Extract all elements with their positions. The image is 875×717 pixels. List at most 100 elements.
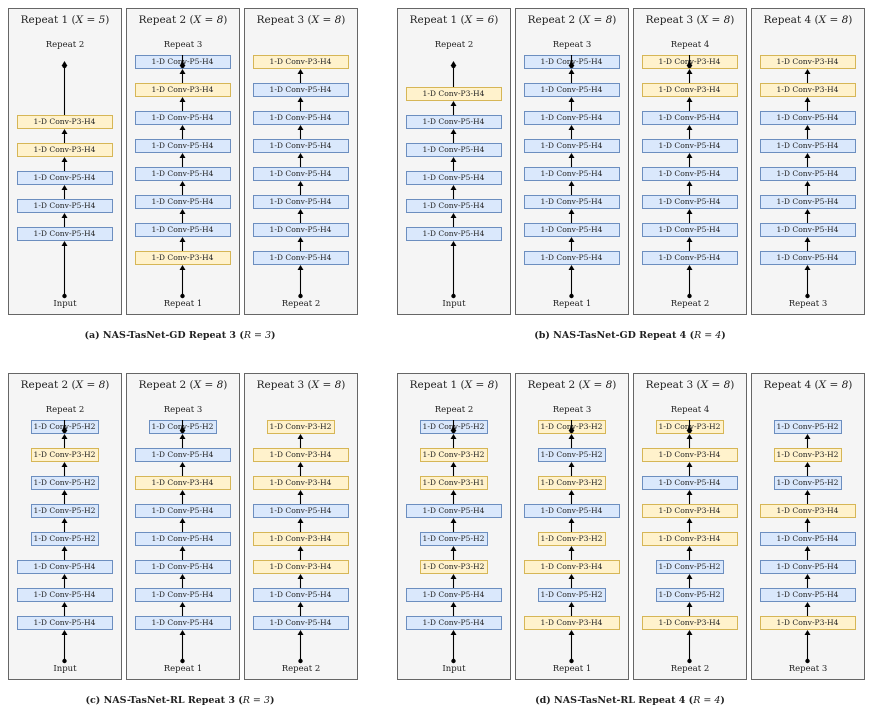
panel-title: Repeat 2 (X = 8) (527, 14, 617, 26)
conv-block: 1-D Conv-P3-H4 (641, 532, 738, 546)
conv-block: 1-D Conv-P3-H2 (419, 448, 488, 462)
output-label: Repeat 3 (163, 405, 203, 415)
link-arrow (804, 153, 811, 167)
conv-block: 1-D Conv-P5-H4 (16, 588, 113, 602)
link-arrow (686, 490, 693, 504)
conv-block: 1-D Conv-P3-H2 (773, 448, 842, 462)
link-arrow (568, 602, 575, 616)
link-arrow (179, 434, 186, 448)
connector-arrows (61, 420, 68, 664)
conv-block: 1-D Conv-P5-H4 (641, 476, 738, 490)
link-arrow (297, 97, 304, 111)
output-label: Repeat 3 (163, 40, 203, 50)
conv-block: 1-D Conv-P3-H4 (252, 476, 349, 490)
conv-block: 1-D Conv-P5-H2 (773, 420, 842, 434)
conv-block: 1-D Conv-P5-H4 (641, 251, 738, 265)
link-arrow (804, 602, 811, 616)
output-dot (451, 63, 456, 69)
link-arrow (297, 574, 304, 588)
output-label: Repeat 2 (45, 40, 85, 50)
link-arrow (179, 574, 186, 588)
link-arrow (179, 153, 186, 167)
input-label: Input (442, 299, 466, 309)
caption-d: (d) NAS-TasNet-RL Repeat 4 (R = 4) (535, 695, 725, 706)
link-arrow (179, 490, 186, 504)
conv-block: 1-D Conv-P5-H4 (134, 195, 231, 209)
output-dot (687, 428, 692, 434)
input-arrow (686, 630, 693, 661)
panel-a-1: Repeat 1 (X = 5) Repeat 2 Input 1-D Conv-P3… (8, 8, 122, 315)
conv-block: 1-D Conv-P5-H4 (759, 560, 856, 574)
input-label: Repeat 3 (788, 664, 828, 674)
link-arrow (179, 181, 186, 195)
link-arrow (179, 237, 186, 251)
link-arrow (686, 125, 693, 139)
caption-b: (b) NAS-TasNet-GD Repeat 4 (R = 4) (534, 330, 726, 341)
link-arrow (804, 181, 811, 195)
conv-block: 1-D Conv-P5-H4 (252, 251, 349, 265)
conv-block: 1-D Conv-P5-H4 (134, 167, 231, 181)
input-label: Repeat 2 (281, 299, 321, 309)
link-arrow (61, 546, 68, 560)
link-arrow (61, 213, 68, 227)
conv-block: 1-D Conv-P3-H2 (30, 448, 99, 462)
input-label: Repeat 1 (163, 299, 203, 309)
input-arrow (568, 630, 575, 661)
conv-block: 1-D Conv-P3-H4 (523, 560, 620, 574)
input-arrow (450, 630, 457, 661)
conv-block: 1-D Conv-P5-H4 (134, 139, 231, 153)
panel-title: Repeat 2 (X = 8) (20, 379, 110, 391)
conv-block: 1-D Conv-P5-H2 (30, 504, 99, 518)
link-arrow (450, 213, 457, 227)
input-arrow (804, 265, 811, 296)
panel-a-2: Repeat 2 (X = 8) Repeat 3 Repeat 1 1-D Conv… (126, 8, 240, 315)
output-dot (569, 428, 574, 434)
conv-block: 1-D Conv-P5-H4 (134, 588, 231, 602)
link-arrow (686, 574, 693, 588)
conv-block: 1-D Conv-P5-H4 (134, 111, 231, 125)
output-dot (569, 63, 574, 69)
link-arrow (686, 69, 693, 83)
input-label: Input (53, 299, 77, 309)
link-arrow (568, 574, 575, 588)
link-arrow (450, 185, 457, 199)
input-label: Repeat 1 (552, 664, 592, 674)
link-arrow (297, 602, 304, 616)
connector-arrows (450, 420, 457, 664)
link-arrow (297, 181, 304, 195)
link-arrow (686, 546, 693, 560)
conv-block: 1-D Conv-P5-H4 (252, 167, 349, 181)
conv-block: 1-D Conv-P3-H4 (252, 55, 349, 69)
link-arrow (297, 518, 304, 532)
panel-title: Repeat 4 (X = 8) (763, 379, 853, 391)
conv-block: 1-D Conv-P5-H4 (252, 504, 349, 518)
link-arrow (804, 69, 811, 83)
output-label: Repeat 4 (670, 405, 710, 415)
link-arrow (568, 181, 575, 195)
conv-block: 1-D Conv-P5-H4 (523, 251, 620, 265)
panel-c-1: Repeat 2 (X = 8) Repeat 2 Input 1-D Conv-P5… (8, 373, 122, 680)
conv-block: 1-D Conv-P5-H4 (405, 588, 502, 602)
panel-a-3: Repeat 3 (X = 8) Repeat 2 1-D Conv-P3-H4 1-… (244, 8, 358, 315)
output-label: Repeat 2 (434, 40, 474, 50)
conv-block: 1-D Conv-P5-H4 (759, 588, 856, 602)
conv-block: 1-D Conv-P5-H4 (405, 227, 502, 241)
conv-block: 1-D Conv-P3-H4 (641, 504, 738, 518)
conv-block: 1-D Conv-P3-H4 (405, 87, 502, 101)
connector-arrows (804, 69, 811, 299)
link-arrow (804, 490, 811, 504)
link-arrow (297, 153, 304, 167)
link-arrow (450, 546, 457, 560)
conv-block: 1-D Conv-P5-H4 (523, 139, 620, 153)
conv-block: 1-D Conv-P5-H4 (759, 167, 856, 181)
connector-arrows (179, 420, 186, 664)
conv-block: 1-D Conv-P5-H4 (523, 111, 620, 125)
input-label: Repeat 3 (788, 299, 828, 309)
link-arrow (804, 574, 811, 588)
input-label: Repeat 1 (163, 664, 203, 674)
input-arrow (568, 265, 575, 296)
conv-block: 1-D Conv-P5-H4 (134, 616, 231, 630)
link-arrow (804, 462, 811, 476)
input-label: Repeat 2 (281, 664, 321, 674)
input-label: Repeat 2 (670, 664, 710, 674)
